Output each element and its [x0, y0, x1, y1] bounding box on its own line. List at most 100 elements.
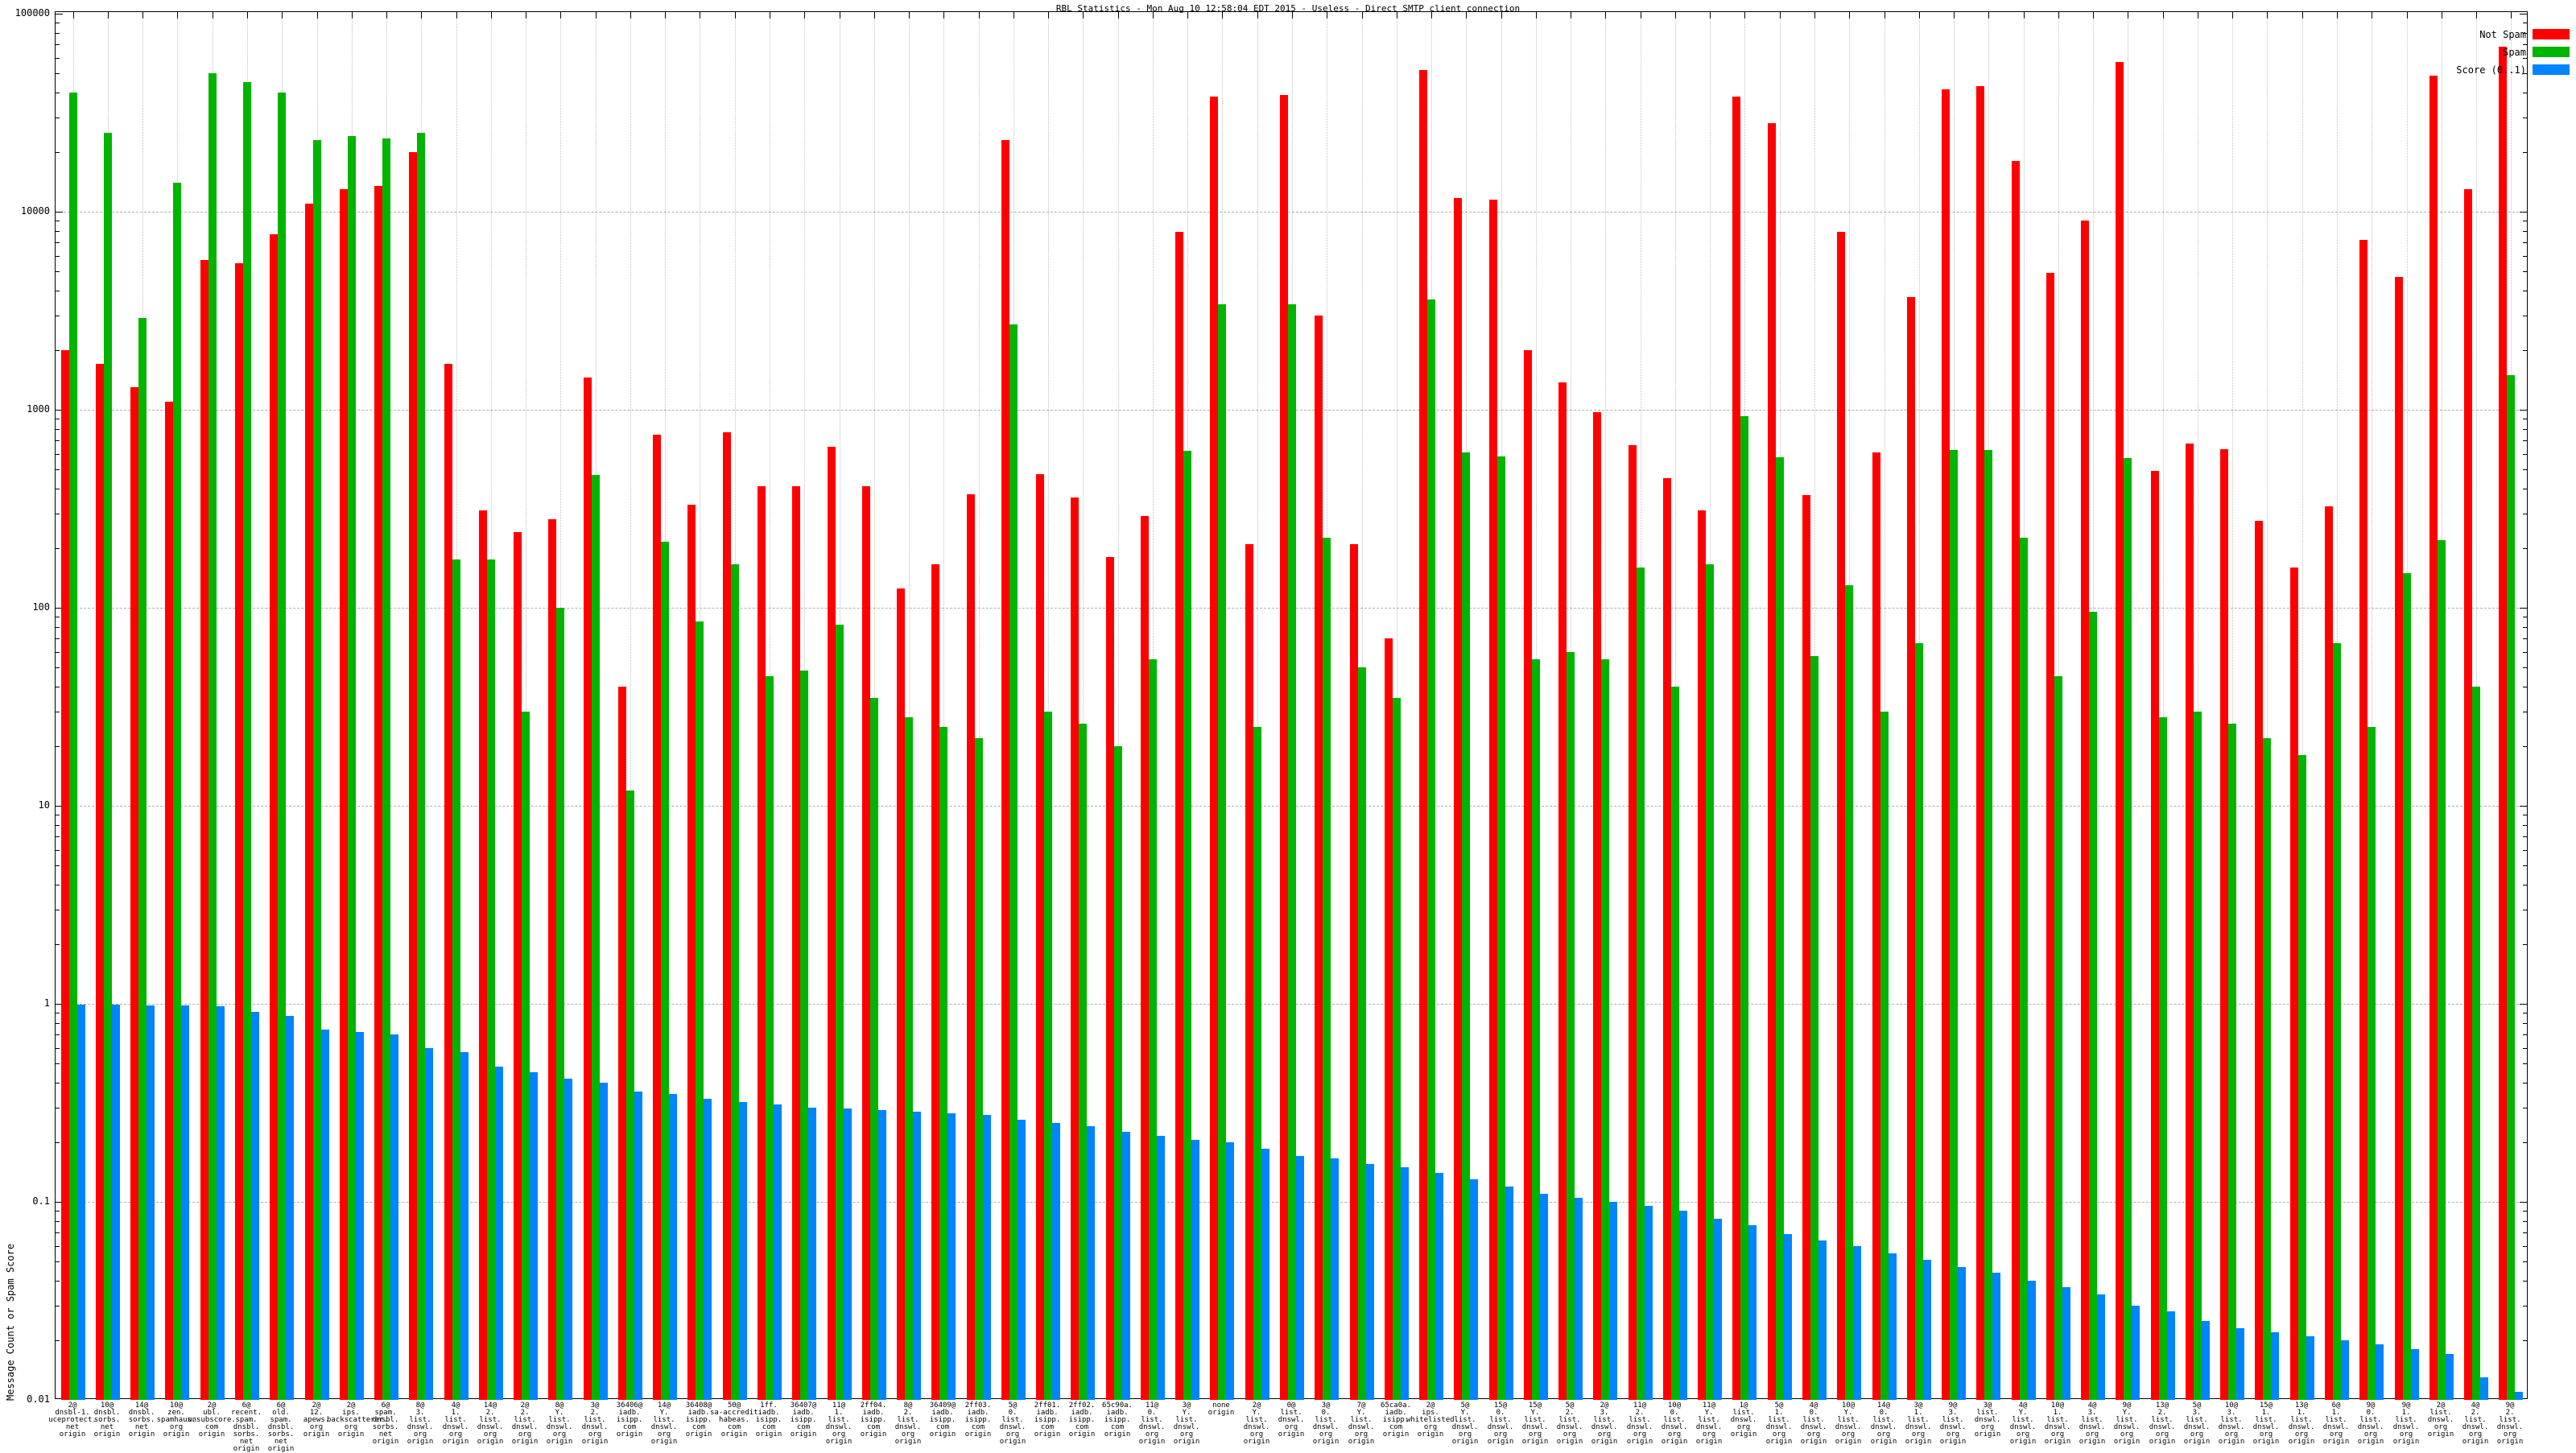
bar-spam	[2124, 458, 2132, 1400]
x-tick-top	[1013, 12, 1014, 19]
x-category-label: none origin	[1208, 1401, 1235, 1417]
bar-spam	[2089, 612, 2097, 1400]
y-minor-tick-right	[2523, 242, 2527, 244]
x-tick-top	[1292, 12, 1293, 19]
x-category-label: 6@ spam. dnsbl. sorbs. net origin	[372, 1401, 399, 1446]
group-gridline	[630, 12, 631, 1398]
x-category-label: 9@ 0. list. dnswl. org origin	[2357, 1401, 2384, 1446]
bar-not-spam	[479, 510, 487, 1400]
x-category-label: 2ff03. iadb. isipp. com origin	[964, 1401, 992, 1439]
y-minor-tick-left	[56, 151, 60, 153]
bar-spam	[417, 133, 425, 1400]
bar-score-0-1-	[1331, 1158, 1339, 1400]
bar-spam	[348, 136, 356, 1400]
bar-score-0-1-	[217, 1006, 225, 1400]
y-minor-tick-left	[56, 745, 60, 747]
legend-row-not-spam: Not Spam	[2456, 29, 2570, 40]
bar-spam	[1079, 723, 1087, 1400]
x-category-label: 36408@ iadb. isipp. com origin	[685, 1401, 712, 1439]
bar-not-spam	[1350, 543, 1358, 1400]
x-tick-top	[2302, 12, 2303, 19]
x-category-label: 4@ 2. list. dnswl. org origin	[2462, 1401, 2489, 1446]
bar-score-0-1-	[983, 1114, 991, 1400]
bar-spam	[2228, 723, 2236, 1400]
x-category-label: 10@ 1. list. dnswl. org origin	[2044, 1401, 2071, 1446]
y-minor-tick-right	[2523, 230, 2527, 232]
x-category-label: 3@ 2. list. dnswl. org origin	[581, 1401, 609, 1446]
bar-not-spam	[618, 686, 626, 1400]
bar-not-spam	[2395, 276, 2403, 1400]
bar-score-0-1-	[2097, 1294, 2105, 1400]
bar-score-0-1-	[1748, 1225, 1757, 1400]
y-major-tick-left	[56, 806, 63, 807]
y-major-tick-right	[2520, 1004, 2527, 1005]
x-tick-top	[456, 12, 457, 19]
y-minor-tick-right	[2523, 32, 2527, 34]
y-minor-tick-right	[2523, 1047, 2527, 1049]
bar-spam	[1637, 567, 1645, 1400]
bar-score-0-1-	[2062, 1287, 2070, 1400]
y-minor-tick-left	[56, 453, 60, 455]
group-gridline	[943, 12, 944, 1398]
y-major-tick-left	[56, 1004, 63, 1005]
y-minor-tick-left	[56, 1245, 60, 1247]
bar-spam	[1183, 451, 1191, 1400]
bar-spam	[487, 559, 495, 1400]
bar-spam	[1497, 456, 1505, 1400]
bar-not-spam	[1524, 349, 1532, 1400]
x-tick-top	[1153, 12, 1154, 19]
y-minor-tick-left	[56, 57, 60, 59]
bar-spam	[2194, 711, 2202, 1400]
bar-score-0-1-	[2341, 1339, 2349, 1400]
bar-not-spam	[2116, 62, 2124, 1400]
x-category-label: 2ff02. iadb. isipp. com origin	[1068, 1401, 1096, 1439]
bar-score-0-1-	[1818, 1240, 1827, 1400]
bar-score-0-1-	[1087, 1126, 1095, 1400]
bar-spam	[1915, 643, 1923, 1400]
bar-score-0-1-	[181, 1005, 189, 1400]
y-minor-tick-left	[56, 1141, 60, 1143]
bar-spam	[731, 564, 739, 1400]
y-major-tick-left	[56, 1202, 63, 1203]
bar-not-spam	[828, 447, 836, 1400]
y-minor-tick-left	[56, 651, 60, 653]
bar-score-0-1-	[1261, 1149, 1269, 1400]
bar-spam	[104, 133, 112, 1400]
bar-spam	[905, 716, 913, 1400]
x-category-label: 11@ Y. list. dnswl. org origin	[1695, 1401, 1723, 1446]
x-tick-top	[1118, 12, 1119, 19]
decade-gridline	[56, 212, 2527, 213]
bar-spam	[870, 698, 878, 1400]
bar-not-spam	[1629, 445, 1637, 1400]
bar-score-0-1-	[704, 1099, 712, 1400]
bar-spam	[313, 140, 321, 1400]
bar-not-spam	[130, 386, 138, 1400]
x-category-label: 8@ 2. list. dnswl. org origin	[894, 1401, 922, 1446]
x-category-label: 8@ 3. list. dnswl. org origin	[407, 1401, 434, 1446]
bar-score-0-1-	[878, 1110, 886, 1400]
x-tick-top	[909, 12, 910, 19]
bar-not-spam	[1768, 122, 1776, 1400]
x-tick-top	[282, 12, 283, 19]
x-tick-top	[2058, 12, 2059, 19]
bar-score-0-1-	[495, 1067, 503, 1400]
bar-not-spam	[1210, 97, 1218, 1400]
x-category-label: 5@ 3. list. dnswl. org origin	[2183, 1401, 2211, 1446]
score-swatch	[2533, 64, 2570, 75]
x-tick-top	[1257, 12, 1258, 19]
bar-spam	[1044, 711, 1052, 1400]
y-minor-tick-left	[56, 255, 60, 257]
y-minor-tick-left	[56, 1261, 60, 1263]
bar-not-spam	[1036, 473, 1044, 1400]
x-tick-top	[1431, 12, 1432, 19]
bar-spam	[382, 138, 390, 1400]
x-category-label: 11@ 1. list. dnswl. org origin	[825, 1401, 852, 1446]
x-tick-top	[2163, 12, 2164, 19]
bar-spam	[278, 92, 286, 1400]
bar-score-0-1-	[1992, 1272, 2000, 1400]
group-gridline	[979, 12, 980, 1398]
bar-not-spam	[584, 378, 592, 1400]
x-tick-top	[1675, 12, 1676, 19]
x-category-label: 2ff01. iadb. isipp. com origin	[1034, 1401, 1061, 1439]
bar-score-0-1-	[1226, 1141, 1234, 1400]
